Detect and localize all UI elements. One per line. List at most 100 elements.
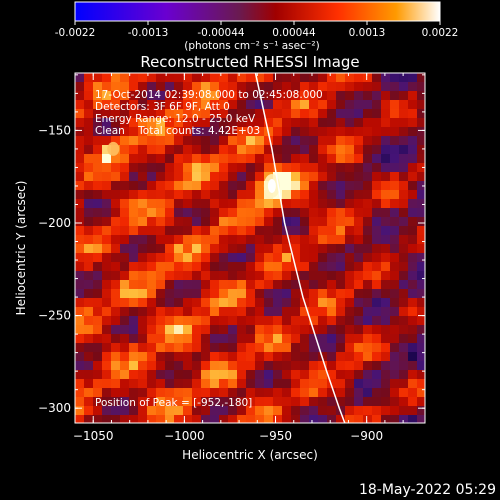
image-pixel [93,415,103,423]
image-pixel [417,271,425,281]
image-pixel [354,199,364,209]
image-pixel [417,406,425,416]
image-pixel [183,334,193,344]
image-pixel [174,289,184,299]
image-pixel [138,91,148,101]
image-pixel [219,73,229,83]
image-pixel [165,154,175,164]
image-pixel [102,136,112,146]
image-pixel [408,397,418,407]
image-pixel [327,352,337,362]
image-pixel [264,406,274,416]
image-pixel [345,244,355,254]
image-pixel [417,388,425,398]
image-pixel [336,91,346,101]
image-pixel [390,271,400,281]
image-pixel [93,370,103,380]
image-pixel [246,154,256,164]
image-pixel [246,208,256,218]
image-pixel [399,145,409,155]
image-pixel [192,370,202,380]
image-pixel [183,235,193,245]
image-pixel [273,154,283,164]
image-pixel [417,190,425,200]
image-pixel [228,181,238,191]
image-pixel [210,316,220,326]
image-pixel [336,172,346,182]
image-pixel [408,244,418,254]
image-pixel [183,154,193,164]
image-pixel [228,370,238,380]
image-pixel [237,145,247,155]
image-pixel [165,136,175,146]
image-pixel [345,298,355,308]
image-pixel [273,136,283,146]
image-pixel [246,271,256,281]
image-pixel [381,190,391,200]
image-pixel [318,415,328,423]
image-pixel [408,217,418,227]
image-pixel [291,226,301,236]
image-pixel [336,370,346,380]
image-pixel [372,325,382,335]
image-pixel [318,235,328,245]
image-pixel [174,262,184,272]
image-pixel [84,208,94,218]
image-pixel [120,316,130,326]
image-pixel [174,307,184,317]
image-pixel [318,226,328,236]
image-pixel [255,217,265,227]
image-pixel [75,145,85,155]
image-pixel [147,334,157,344]
image-pixel [201,370,211,380]
image-pixel [417,208,425,218]
image-pixel [237,190,247,200]
image-pixel [318,91,328,101]
image-pixel [381,343,391,353]
image-pixel [417,82,425,92]
image-pixel [174,406,184,416]
image-pixel [408,352,418,362]
image-pixel [156,415,166,423]
image-pixel [147,199,157,209]
image-pixel [93,244,103,254]
image-pixel [138,334,148,344]
image-pixel [156,190,166,200]
image-pixel [291,235,301,245]
image-pixel [93,361,103,371]
image-pixel [75,271,85,281]
image-pixel [102,334,112,344]
image-pixel [75,343,85,353]
image-pixel [210,163,220,173]
image-pixel [219,163,229,173]
image-pixel [93,118,103,128]
image-pixel [354,415,364,423]
image-pixel [273,82,283,92]
image-pixel [390,307,400,317]
image-pixel [219,136,229,146]
image-pixel [318,280,328,290]
image-pixel [156,370,166,380]
image-pixel [183,325,193,335]
image-pixel [363,217,373,227]
image-pixel [120,253,130,263]
image-pixel [345,208,355,218]
image-pixel [84,289,94,299]
image-pixel [363,271,373,281]
image-pixel [345,334,355,344]
image-pixel [174,118,184,128]
image-pixel [75,253,85,263]
image-pixel [129,289,139,299]
image-pixel [237,343,247,353]
image-pixel [399,253,409,263]
image-pixel [372,244,382,254]
image-pixel [408,316,418,326]
image-pixel [192,262,202,272]
image-pixel [291,127,301,137]
image-pixel [264,91,274,101]
image-pixel [138,316,148,326]
image-pixel [273,307,283,317]
image-pixel [129,298,139,308]
image-pixel [390,415,400,423]
image-pixel [246,289,256,299]
